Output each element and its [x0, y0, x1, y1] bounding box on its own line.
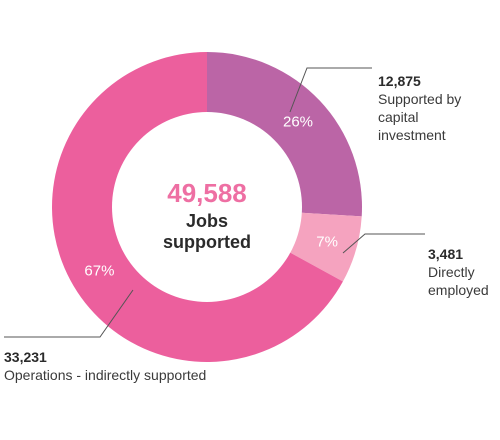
callout-capital-line3: investment: [378, 127, 446, 143]
callout-operations-line1: Operations - indirectly supported: [4, 367, 207, 383]
percent-label-operations: 67%: [84, 263, 114, 280]
callout-operations-value: 33,231: [4, 349, 47, 365]
donut-center-hole: [112, 112, 302, 302]
leader-line-capital: [289, 67, 372, 113]
callout-direct-line2: employed: [428, 282, 489, 298]
callout-direct-line1: Directly: [428, 264, 475, 280]
percent-label-capital: 26%: [283, 113, 313, 130]
callout-capital-line2: capital: [378, 109, 419, 125]
callout-direct: 3,481 Directly employed: [428, 245, 489, 299]
center-caption-line1: Jobs: [186, 211, 228, 231]
leader-line-operations: [4, 289, 134, 338]
center-caption-line2: supported: [163, 232, 251, 252]
percent-label-direct: 7%: [316, 234, 338, 251]
callout-capital-line1: Supported by: [378, 91, 462, 107]
callout-direct-value: 3,481: [428, 246, 464, 262]
leader-line-direct: [342, 233, 425, 254]
callout-capital-value: 12,875: [378, 73, 421, 89]
center-total-value: 49,588: [167, 178, 247, 208]
callout-capital: 12,875 Supported by capital investment: [378, 72, 461, 144]
percent-labels-layer: 26% 7% 67%: [84, 113, 338, 279]
callout-operations: 33,231 Operations - indirectly supported: [4, 348, 206, 384]
